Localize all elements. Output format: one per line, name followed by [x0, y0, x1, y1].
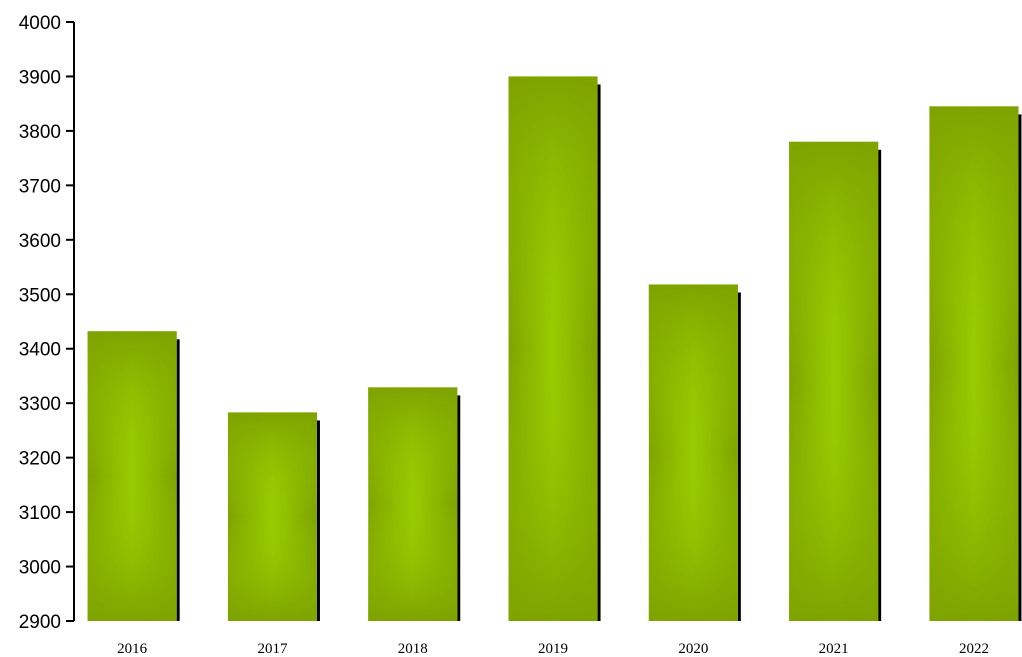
x-tick-labels: 2016 2017 2018 2019 2020 2021 2022	[117, 641, 989, 657]
y-tick-label: 2900	[19, 612, 61, 633]
bar-2020	[648, 284, 741, 621]
bar-2018	[368, 387, 461, 621]
y-tick-label: 3800	[19, 122, 61, 143]
bar-shading	[648, 284, 738, 621]
bar-shading	[368, 387, 458, 621]
bar-2016	[87, 331, 180, 621]
x-tick-label: 2019	[538, 641, 568, 657]
bar-shading	[87, 331, 177, 621]
bar-shadow	[1018, 114, 1022, 622]
bar-shadow	[878, 149, 882, 622]
y-tick-label: 4000	[19, 13, 61, 34]
y-tick-label: 3100	[19, 503, 61, 524]
y-tick-label: 3500	[19, 285, 61, 306]
bar-2019	[508, 76, 601, 621]
bar-shadow	[457, 395, 461, 621]
bar-shading	[789, 141, 879, 622]
bar-2017	[227, 412, 320, 621]
x-tick-label: 2018	[398, 641, 428, 657]
bar-2021	[789, 141, 882, 622]
y-tick-label: 3200	[19, 449, 61, 470]
bar-2022	[929, 106, 1022, 622]
y-tick-label: 3600	[19, 231, 61, 252]
y-tick-label: 3700	[19, 176, 61, 197]
bar-shading	[227, 412, 317, 621]
y-tick-label: 3400	[19, 340, 61, 361]
y-axis	[66, 21, 75, 622]
x-tick-label: 2017	[257, 641, 288, 657]
bar-shadow	[176, 339, 180, 621]
y-tick-label: 3000	[19, 558, 61, 579]
bar-shadow	[316, 420, 320, 621]
x-tick-label: 2020	[678, 641, 708, 657]
y-tick-label: 3900	[19, 67, 61, 88]
bar-shading	[929, 106, 1019, 621]
bar-shadow	[597, 84, 601, 621]
x-tick-label: 2016	[117, 641, 148, 657]
y-tick-label: 3300	[19, 394, 61, 415]
x-tick-label: 2022	[959, 641, 989, 657]
bar-shading	[508, 76, 598, 621]
bars-layer	[87, 76, 1022, 622]
x-tick-label: 2021	[819, 641, 849, 657]
y-tick-labels: 2900 3000 3100 3200 3300 3400 3500 3600 3700 3800…	[19, 13, 61, 633]
bar-shadow	[737, 292, 741, 621]
